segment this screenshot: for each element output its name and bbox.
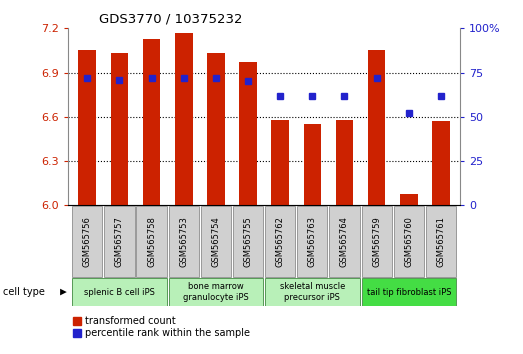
FancyBboxPatch shape (72, 206, 103, 277)
Bar (336, 120, 354, 205)
FancyBboxPatch shape (168, 279, 263, 306)
Text: skeletal muscle
precursor iPS: skeletal muscle precursor iPS (280, 282, 345, 302)
FancyBboxPatch shape (233, 206, 263, 277)
Bar (400, 194, 418, 205)
Bar (175, 33, 192, 205)
Text: GSM565764: GSM565764 (340, 216, 349, 267)
Text: GSM565759: GSM565759 (372, 216, 381, 267)
Text: cell type: cell type (3, 287, 44, 297)
Bar (368, 51, 385, 205)
FancyBboxPatch shape (265, 279, 360, 306)
Text: bone marrow
granulocyte iPS: bone marrow granulocyte iPS (183, 282, 249, 302)
Bar (143, 39, 161, 205)
Text: GSM565760: GSM565760 (404, 216, 413, 267)
Text: GSM565762: GSM565762 (276, 216, 285, 267)
Text: GSM565756: GSM565756 (83, 216, 92, 267)
Text: GSM565755: GSM565755 (244, 216, 253, 267)
FancyBboxPatch shape (137, 206, 167, 277)
FancyBboxPatch shape (168, 206, 199, 277)
Bar (207, 53, 225, 205)
Legend: transformed count, percentile rank within the sample: transformed count, percentile rank withi… (73, 316, 251, 338)
Bar (432, 121, 450, 205)
Text: splenic B cell iPS: splenic B cell iPS (84, 287, 155, 297)
Text: GSM565758: GSM565758 (147, 216, 156, 267)
Bar (271, 120, 289, 205)
FancyBboxPatch shape (329, 206, 360, 277)
FancyBboxPatch shape (104, 206, 134, 277)
Text: GSM565757: GSM565757 (115, 216, 124, 267)
Bar (303, 124, 321, 205)
Text: GSM565753: GSM565753 (179, 216, 188, 267)
Text: GSM565761: GSM565761 (437, 216, 446, 267)
Text: GDS3770 / 10375232: GDS3770 / 10375232 (99, 13, 243, 26)
FancyBboxPatch shape (361, 206, 392, 277)
Bar (239, 62, 257, 205)
FancyBboxPatch shape (297, 206, 327, 277)
FancyBboxPatch shape (361, 279, 456, 306)
Text: GSM565754: GSM565754 (211, 216, 220, 267)
FancyBboxPatch shape (201, 206, 231, 277)
FancyBboxPatch shape (72, 279, 167, 306)
Bar (78, 51, 96, 205)
FancyBboxPatch shape (426, 206, 456, 277)
Bar (110, 53, 128, 205)
FancyBboxPatch shape (394, 206, 424, 277)
Text: GSM565763: GSM565763 (308, 216, 317, 267)
Text: tail tip fibroblast iPS: tail tip fibroblast iPS (367, 287, 451, 297)
FancyBboxPatch shape (265, 206, 295, 277)
